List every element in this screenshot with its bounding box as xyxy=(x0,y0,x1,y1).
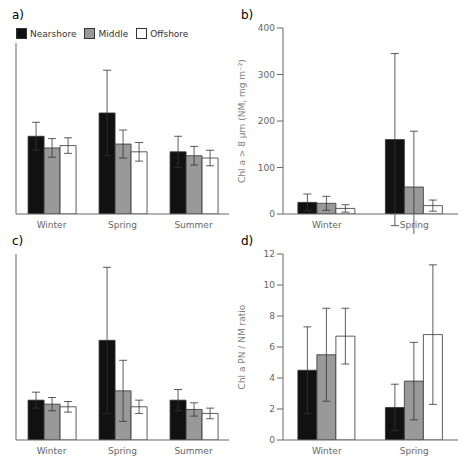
svg-text:10: 10 xyxy=(264,280,276,290)
svg-text:Spring: Spring xyxy=(108,220,137,230)
html-text:Nearshore: Nearshore xyxy=(30,28,77,39)
svg-text:0: 0 xyxy=(269,435,275,445)
svg-text:4: 4 xyxy=(269,373,275,383)
svg-text:Spring: Spring xyxy=(400,220,429,230)
svg-text:12: 12 xyxy=(264,249,275,259)
svg-text:Winter: Winter xyxy=(312,446,342,456)
svg-text:200: 200 xyxy=(258,116,275,126)
svg-text:Winter: Winter xyxy=(312,220,342,230)
html-text:a): a) xyxy=(12,8,24,22)
html-text:d): d) xyxy=(241,234,254,248)
svg-text:8: 8 xyxy=(269,311,275,321)
svg-text:Chl a PN / NM ratio: Chl a PN / NM ratio xyxy=(237,304,247,389)
svg-text:400: 400 xyxy=(258,23,275,33)
svg-text:Chl a > 8 μm (NM, mg m⁻²): Chl a > 8 μm (NM, mg m⁻²) xyxy=(237,59,247,183)
svg-text:Spring: Spring xyxy=(108,446,137,456)
html-text:Offshore: Offshore xyxy=(150,28,189,39)
svg-text:100: 100 xyxy=(258,163,275,173)
svg-text:Winter: Winter xyxy=(37,446,67,456)
svg-text:2: 2 xyxy=(269,404,275,414)
html-text:b): b) xyxy=(241,8,254,22)
svg-text:Summer: Summer xyxy=(174,446,212,456)
svg-text:Spring: Spring xyxy=(400,446,429,456)
svg-text:Winter: Winter xyxy=(37,220,67,230)
svg-text:6: 6 xyxy=(269,342,275,352)
html-text:c): c) xyxy=(12,234,24,248)
svg-text:Summer: Summer xyxy=(174,220,212,230)
svg-text:300: 300 xyxy=(258,70,275,80)
html-text:Middle: Middle xyxy=(98,28,129,39)
svg-text:0: 0 xyxy=(269,209,275,219)
